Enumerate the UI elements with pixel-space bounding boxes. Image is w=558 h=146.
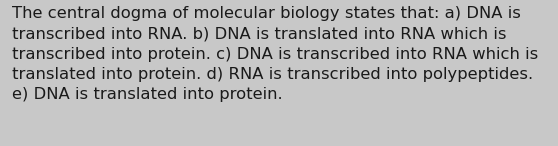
Text: The central dogma of molecular biology states that: a) DNA is
transcribed into R: The central dogma of molecular biology s…: [12, 6, 538, 102]
